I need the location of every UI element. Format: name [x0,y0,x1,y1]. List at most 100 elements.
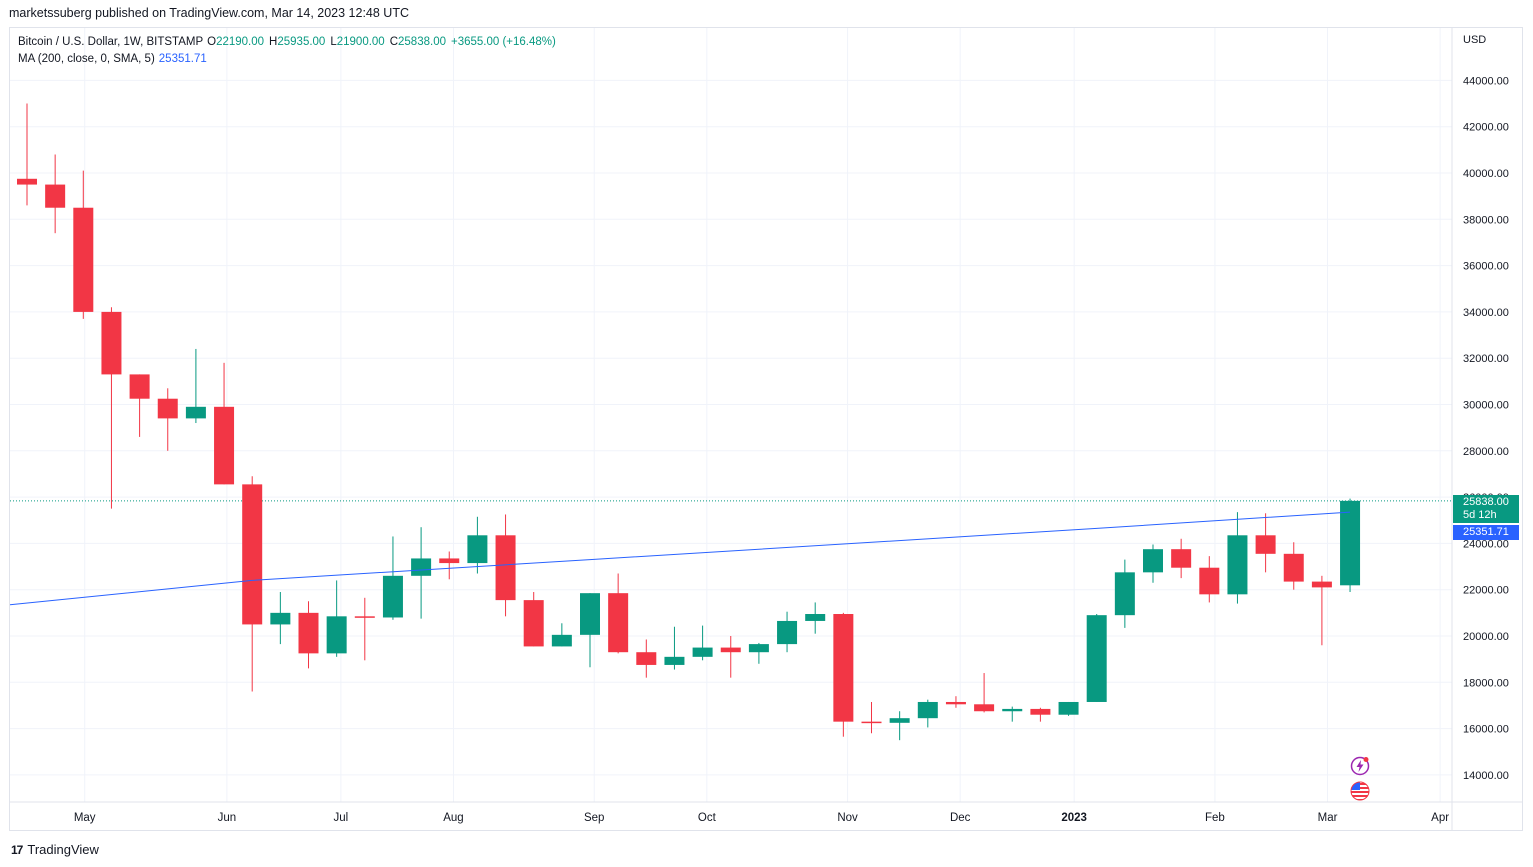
ma-indicator-label[interactable]: MA (200, close, 0, SMA, 5) [18,53,155,65]
candle-body [777,620,798,645]
price-tick-label: 34000.00 [1463,307,1509,319]
symbol-title[interactable]: Bitcoin / U.S. Dollar, 1W, BITSTAMP [18,36,204,48]
candle [1058,701,1079,716]
price-axis-labels[interactable]: 14000.00 16000.00 18000.00 20000.00 22000.00… [1463,75,1509,782]
price-tick-label: 30000.00 [1463,400,1509,412]
footer-brand[interactable]: 17 TradingView [11,842,99,857]
candle [1227,512,1248,604]
time-tick-label: Jun [218,812,237,824]
candle [242,476,263,692]
candle [298,601,319,669]
candle-body [945,701,966,705]
low-key: L [330,36,337,48]
candle [580,593,600,668]
price-tick-label: 20000.00 [1463,631,1509,643]
time-tick-label: May [74,812,96,824]
candle-body [664,656,685,665]
candle [1311,575,1332,646]
last-price-value: 25838.00 [1463,496,1509,508]
candle [1030,707,1051,722]
candle-body [1058,701,1079,715]
tradingview-logo: 17 [11,842,23,857]
time-tick-label: Jul [334,812,349,824]
candle-body [551,634,572,647]
price-tick-label: 24000.00 [1463,538,1509,550]
candle [1143,544,1163,583]
candle [129,374,150,437]
candle-body [495,535,516,601]
currency-label[interactable]: USD [1463,34,1487,46]
candle-body [692,647,713,657]
candle [382,536,403,620]
candle-body [1143,549,1163,573]
moving-average-line[interactable] [9,511,1351,606]
ma-price-tag: 25351.71 [1453,525,1519,540]
candles[interactable] [17,103,1361,741]
candle-body [748,644,769,653]
candle [889,711,910,741]
candle-body [1114,572,1135,616]
grid [10,28,1452,802]
candle-body [354,616,375,618]
candle [157,388,178,451]
price-tick-label: 32000.00 [1463,353,1509,365]
candle-body [185,406,206,419]
low-value: 21900.00 [336,36,385,48]
candle-body [889,718,910,723]
high-value: 25935.00 [277,36,326,48]
ma-indicator-value: 25351.71 [158,53,207,65]
us-flag-icon[interactable] [1350,781,1370,801]
price-tick-label: 38000.00 [1463,214,1509,226]
candle-body [242,484,263,625]
time-tick-label: Mar [1318,812,1338,824]
candle [73,170,94,319]
candle-body [636,652,657,665]
brand-name: TradingView [27,842,99,857]
candle [917,699,938,728]
candle-body [467,535,488,564]
candle [185,348,206,424]
legend-ma-row: MA (200, close, 0, SMA, 5) 25351.71 [18,51,561,68]
candle-body [73,207,94,312]
candle [411,527,432,619]
price-tick-label: 16000.00 [1463,724,1509,736]
chart-frame[interactable] [9,27,1523,831]
candle-body [326,616,347,654]
candle-body [1002,708,1023,712]
candle-body [411,558,432,576]
bar-countdown: 5d 12h [1463,509,1497,521]
candle-body [608,593,629,653]
candle-body [720,647,741,653]
candle-body [523,600,544,647]
lightning-icon[interactable] [1350,756,1370,776]
candle-body [1171,549,1192,568]
candle [214,362,235,485]
price-tick-label: 42000.00 [1463,122,1509,134]
candle [551,623,572,647]
candle-body [833,614,854,722]
candle [1086,614,1107,702]
legend: Bitcoin / U.S. Dollar, 1W, BITSTAMP O 221… [18,34,561,68]
candle [720,636,741,678]
price-tick-label: 36000.00 [1463,261,1509,273]
price-tick-label: 40000.00 [1463,168,1509,180]
candle-body [805,614,826,621]
candle-body [1086,615,1107,702]
candle-body [270,612,291,625]
candle [354,597,375,661]
time-axis-labels[interactable]: May Jun Jul Aug Sep Oct Nov Dec 2023 Feb Mar Apr [74,812,1449,824]
candle-body [157,398,178,419]
candle [748,642,769,664]
candle [805,602,826,634]
time-tick-label: Oct [698,812,717,824]
candle-body [129,374,150,399]
candle [1340,498,1361,593]
candle-body [1227,535,1248,595]
candle-body [1311,581,1332,588]
candle-body [1255,535,1276,554]
change-value: +3655.00 (+16.48%) [450,36,556,48]
price-tick-label: 28000.00 [1463,446,1509,458]
candle [467,516,488,574]
candle [439,551,460,580]
